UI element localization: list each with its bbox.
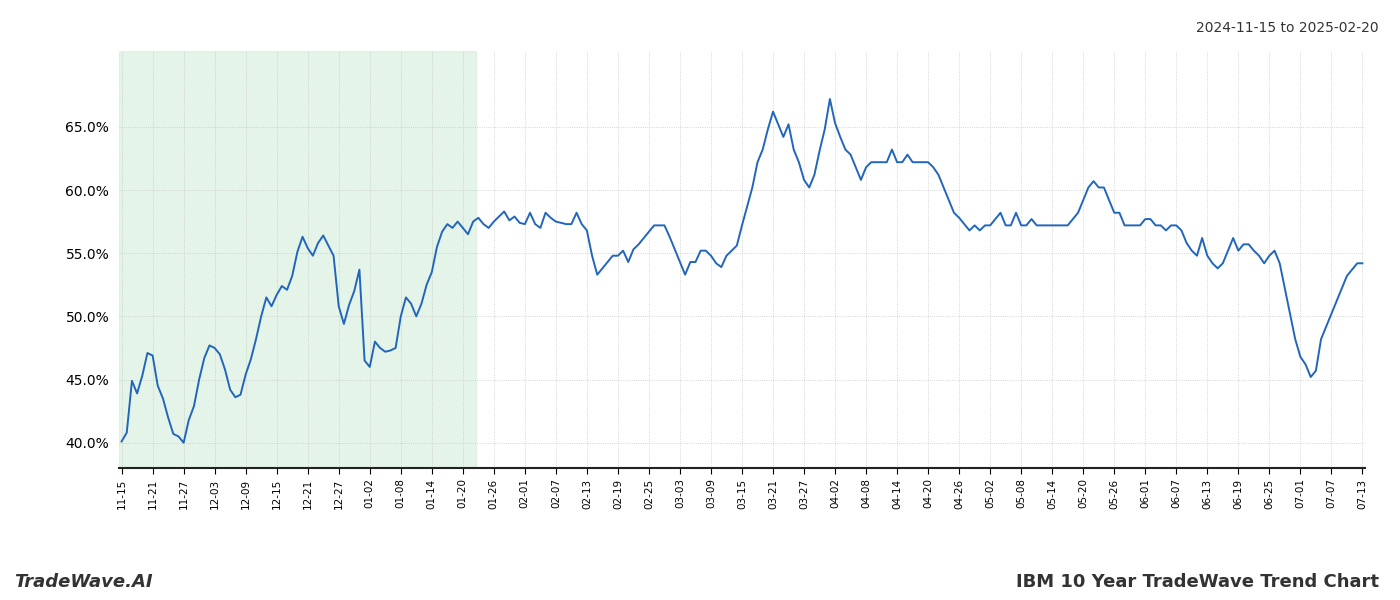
Bar: [119, 51, 476, 468]
Text: 2024-11-15 to 2025-02-20: 2024-11-15 to 2025-02-20: [1197, 21, 1379, 35]
Text: TradeWave.AI: TradeWave.AI: [14, 573, 153, 591]
Text: IBM 10 Year TradeWave Trend Chart: IBM 10 Year TradeWave Trend Chart: [1016, 573, 1379, 591]
